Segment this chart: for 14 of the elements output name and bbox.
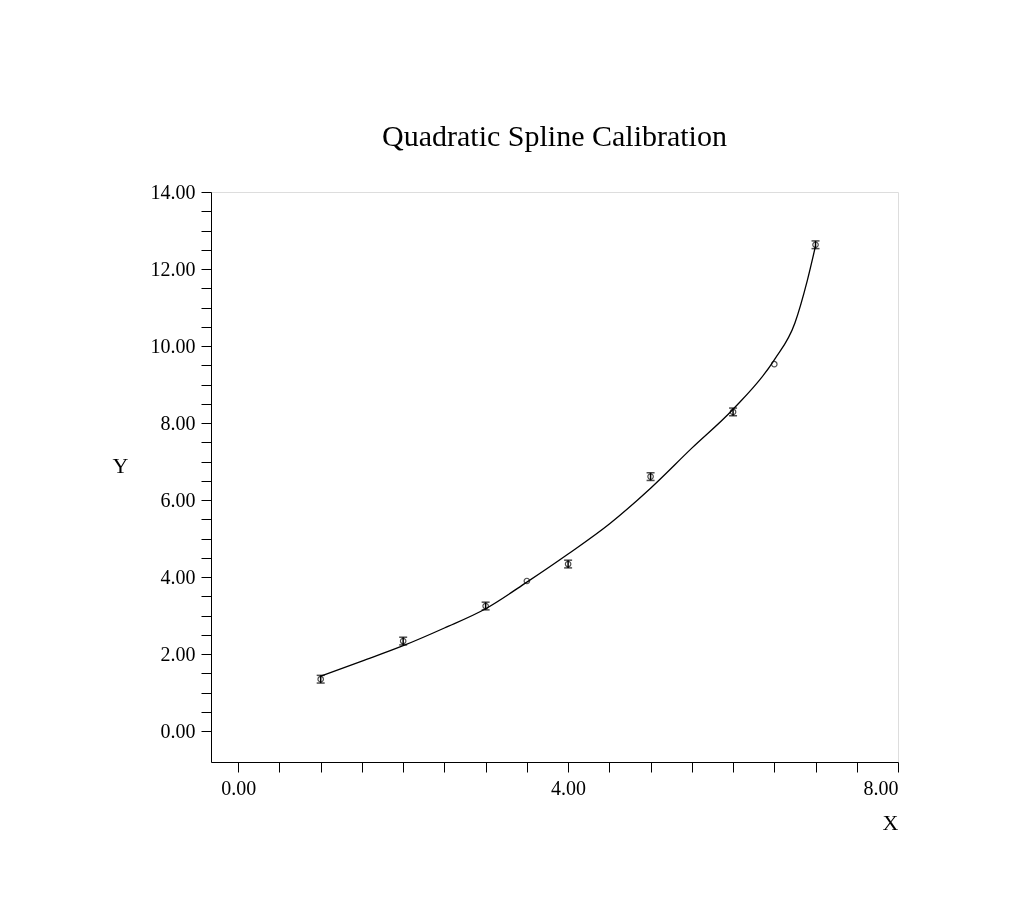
y-tick-label: 14.00 <box>150 180 196 203</box>
y-tick-label: 8.00 <box>160 411 196 434</box>
chart-title: Quadratic Spline Calibration <box>382 119 727 152</box>
y-tick-label: 6.00 <box>160 488 196 511</box>
y-tick-label: 0.00 <box>160 719 196 742</box>
x-axis-title: X <box>882 809 899 835</box>
y-tick-label: 12.00 <box>150 257 196 280</box>
y-tick-label: 2.00 <box>160 642 196 665</box>
x-tick-label: 0.00 <box>221 776 257 799</box>
y-axis-title: Y <box>112 452 129 478</box>
x-tick-label: 8.00 <box>863 776 899 799</box>
x-tick-label: 4.00 <box>551 776 587 799</box>
y-tick-label: 4.00 <box>160 565 196 588</box>
y-tick-label: 10.00 <box>150 334 196 357</box>
